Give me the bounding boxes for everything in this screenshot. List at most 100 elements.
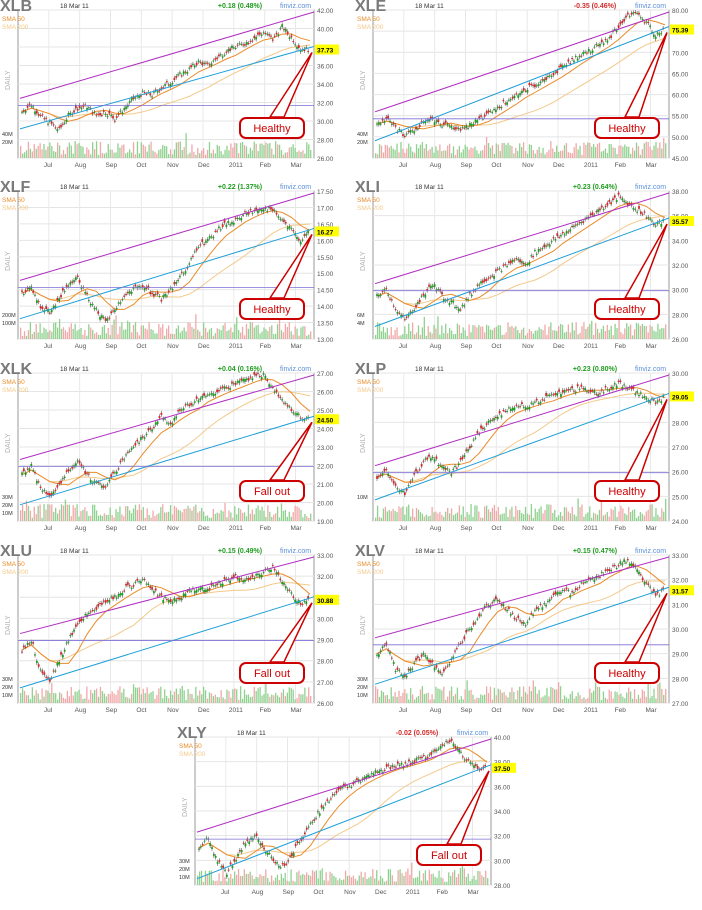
candle-body — [298, 842, 301, 844]
volume-bar — [210, 693, 213, 703]
volume-bar — [538, 508, 540, 521]
candle-body — [634, 208, 637, 210]
volume-bar — [538, 327, 540, 339]
volume-bar — [407, 868, 409, 885]
volume-bar — [288, 322, 290, 339]
candle-body — [167, 84, 170, 86]
volume-bar — [103, 153, 106, 158]
candle-body — [296, 413, 298, 416]
volume-bar — [635, 699, 638, 703]
candle-body — [461, 756, 464, 758]
volume-bar — [119, 326, 121, 339]
volume-bar — [468, 690, 470, 703]
volume-bar — [464, 144, 466, 158]
volume-tick-label: 200M — [2, 313, 16, 319]
ticker-label: XLB — [0, 0, 32, 15]
candle-body — [651, 591, 653, 593]
volume-bar — [134, 687, 137, 703]
volume-bar — [417, 325, 420, 339]
candle-body — [422, 755, 425, 757]
candle-body — [560, 235, 562, 237]
volume-bar — [201, 508, 203, 521]
date-label: 18 Mar 11 — [415, 184, 444, 191]
volume-bar — [136, 141, 139, 158]
volume-bar — [526, 694, 529, 703]
candle-body — [638, 394, 640, 397]
candle-body — [563, 234, 566, 236]
x-tick-label: Dec — [553, 343, 565, 350]
candle-body — [402, 675, 404, 678]
candle-body — [418, 658, 421, 660]
candle-body — [125, 106, 127, 110]
candle-body — [182, 408, 185, 411]
volume-bar — [82, 698, 84, 703]
volume-bar — [485, 136, 488, 158]
candle-body — [426, 457, 429, 460]
volume-bar — [630, 691, 632, 703]
volume-bar — [544, 695, 546, 703]
volume-bar — [68, 504, 70, 521]
last-price-box — [315, 226, 339, 237]
volume-bar — [388, 335, 390, 339]
x-tick-label: Jul — [399, 525, 408, 532]
candle-body — [638, 205, 640, 209]
volume-bar — [220, 690, 222, 703]
volume-bar — [37, 145, 39, 158]
candle-body — [34, 472, 36, 474]
candle-body — [431, 457, 434, 459]
candle-body — [210, 63, 213, 66]
volume-bar — [376, 505, 379, 521]
candle-body — [617, 25, 620, 28]
volume-bar — [107, 693, 109, 703]
candle-body — [119, 302, 122, 304]
volume-bar — [536, 149, 538, 158]
volume-bar — [251, 509, 253, 521]
volume-bar — [70, 323, 72, 339]
candle-body — [67, 468, 70, 472]
volume-bar — [232, 689, 234, 703]
candle-body — [573, 60, 575, 63]
candle-body — [534, 401, 536, 403]
volume-bar — [396, 327, 398, 339]
candle-body — [482, 427, 484, 430]
candle-body — [271, 386, 274, 388]
volume-bar — [532, 680, 534, 703]
volume-bar — [99, 514, 102, 521]
candle-body — [407, 314, 410, 317]
candle-body — [409, 130, 412, 133]
candle-body — [350, 786, 353, 788]
volume-bar — [243, 689, 246, 703]
candle-body — [372, 773, 375, 776]
candle-body — [437, 464, 440, 467]
volume-bar — [93, 690, 96, 703]
volume-bar — [86, 335, 88, 339]
candle-body — [35, 300, 38, 303]
volume-bar — [239, 142, 242, 158]
y-tick-label: 30.00 — [494, 858, 511, 865]
volume-tick-label: 40M — [357, 132, 368, 138]
volume-bar — [415, 507, 418, 521]
volume-bar — [628, 326, 630, 339]
candle-body — [245, 212, 248, 215]
candle-body — [463, 636, 466, 640]
resistance-trend-line — [374, 11, 670, 113]
volume-bar — [64, 154, 67, 158]
candle-body — [182, 593, 185, 597]
x-tick-label: Sep — [283, 889, 295, 896]
candle-body — [638, 12, 640, 15]
candle-body — [233, 858, 236, 862]
candle-body — [658, 399, 661, 401]
volume-tick-label: 10M — [179, 875, 190, 881]
volume-bar — [78, 143, 80, 158]
volume-bar — [358, 875, 360, 885]
callout-box — [594, 480, 660, 502]
candle-body — [211, 847, 213, 849]
candle-body — [264, 375, 267, 379]
volume-bar — [284, 152, 287, 158]
volume-bar — [350, 877, 353, 885]
volume-bar — [70, 687, 72, 703]
volume-bar — [204, 154, 207, 158]
candle-body — [268, 207, 271, 209]
candle-body — [530, 255, 533, 257]
candle-body — [67, 641, 70, 643]
